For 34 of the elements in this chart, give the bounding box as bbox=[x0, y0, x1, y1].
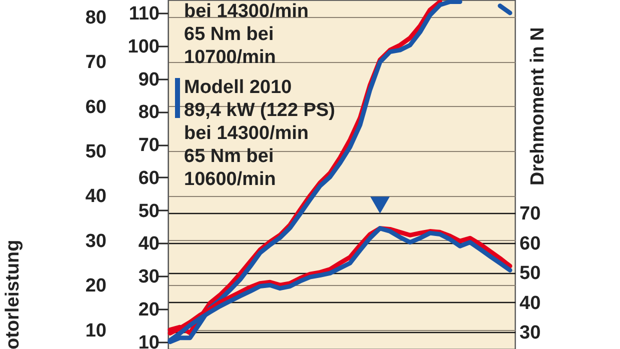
y3-tick-label: 60 bbox=[138, 168, 160, 189]
annotation: 89,4 kW (122 PS) bbox=[184, 100, 336, 121]
y3-tick-label: 70 bbox=[138, 135, 160, 156]
y3-tick-label: 40 bbox=[138, 234, 160, 255]
y3-tick-label: 80 bbox=[138, 102, 160, 124]
y-axis-title: otorleistung bbox=[2, 240, 24, 349]
y-tick-label: 10 bbox=[85, 320, 106, 342]
y3-tick-label: 10 bbox=[138, 332, 160, 349]
y2-tick-label: 30 bbox=[520, 322, 541, 344]
y-tick-label: 20 bbox=[85, 276, 106, 297]
y-tick-label: 60 bbox=[85, 96, 106, 118]
y2-tick-label: 70 bbox=[520, 204, 541, 225]
y-tick-label: 70 bbox=[85, 52, 106, 74]
y2-axis-title: Drehmoment in N bbox=[528, 27, 548, 186]
y2-tick-label: 60 bbox=[520, 233, 541, 254]
y3-tick-label: 30 bbox=[138, 266, 160, 288]
annotation: 65 Nm bei bbox=[184, 146, 274, 167]
annotation: bei 14300/min bbox=[184, 1, 309, 22]
annotation: 65 Nm bei bbox=[184, 24, 274, 45]
y3-tick-label: 110 bbox=[128, 4, 160, 25]
y2-tick-label: 50 bbox=[520, 263, 541, 284]
annotation: 10600/min bbox=[184, 169, 276, 190]
y3-tick-label: 50 bbox=[138, 200, 160, 222]
y3-tick-label: 100 bbox=[128, 36, 160, 58]
y-tick-label: 50 bbox=[85, 142, 106, 163]
annotation: 10700/min bbox=[184, 47, 276, 68]
y-tick-label: 40 bbox=[85, 186, 106, 208]
annotation: bei 14300/min bbox=[184, 123, 309, 144]
y-tick-label: 80 bbox=[85, 7, 106, 28]
y2-tick-label: 40 bbox=[520, 292, 541, 314]
y3-tick-label: 20 bbox=[138, 299, 160, 320]
y-tick-label: 30 bbox=[85, 230, 106, 252]
legend-label: Modell 2010 bbox=[184, 77, 292, 98]
y3-tick-label: 90 bbox=[138, 69, 160, 90]
